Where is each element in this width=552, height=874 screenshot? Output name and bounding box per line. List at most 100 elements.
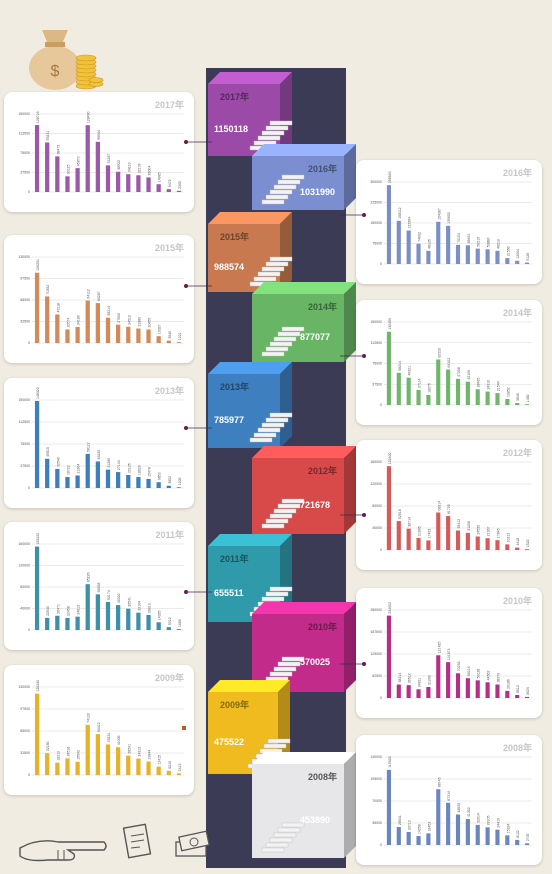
bar — [465, 381, 470, 405]
chart-title: 2017年 — [155, 99, 184, 110]
y-tick-label: 112500 — [19, 420, 30, 424]
step-total-label: 721678 — [300, 500, 330, 510]
bar — [446, 516, 451, 550]
step-block-5: 2012年 721678 — [252, 446, 356, 534]
bar — [85, 453, 90, 488]
bar — [166, 189, 171, 192]
stair-step — [269, 837, 293, 843]
bar — [65, 617, 70, 630]
stair-step — [277, 331, 301, 337]
stair-step — [261, 422, 285, 428]
data-label: 21367 — [487, 526, 491, 536]
bar — [34, 400, 40, 488]
block-top — [252, 602, 356, 614]
data-label: 51287 — [107, 154, 111, 164]
stair-step — [249, 437, 273, 443]
data-label: 28012 — [148, 603, 152, 613]
data-label: 20574 — [66, 318, 70, 328]
step-total-label: 877077 — [300, 332, 330, 342]
data-label: 60287 — [97, 291, 101, 301]
bar — [126, 608, 131, 630]
y-tick-label: 80000 — [372, 504, 382, 508]
data-label: 15478 — [148, 467, 152, 477]
y-tick-label: 97500 — [20, 707, 30, 711]
bar — [446, 225, 451, 264]
data-label: 15324 — [506, 824, 510, 834]
data-label: 27144 — [117, 460, 121, 470]
bar — [416, 389, 421, 405]
chart-title: 2008年 — [503, 742, 532, 753]
bar — [146, 177, 151, 192]
bar — [475, 680, 480, 698]
bar — [65, 758, 70, 775]
block-top — [208, 362, 292, 374]
data-label: 49815 — [46, 447, 50, 457]
bar — [75, 327, 80, 343]
bar — [34, 125, 40, 192]
bar — [386, 615, 392, 698]
bar — [485, 827, 490, 845]
y-tick-label: 0 — [28, 773, 30, 777]
y-tick-label: 75000 — [372, 242, 382, 246]
data-label: 14258 — [418, 824, 422, 834]
step-total-label: 1150118 — [214, 124, 248, 134]
data-label: 52174 — [107, 590, 111, 600]
step-year-label: 2015年 — [220, 231, 249, 242]
data-label: 122364 — [408, 217, 412, 229]
stair-step — [261, 847, 285, 853]
bar — [465, 819, 470, 845]
bar — [55, 468, 60, 488]
data-label: 21550 — [506, 246, 510, 256]
data-label: 60412 — [97, 722, 101, 732]
y-tick-label: 112500 — [19, 132, 30, 136]
chart-2016-panel: 2016年 0 75000 150000 225000 300000 288540 15811… — [356, 160, 542, 284]
data-label: 17433 — [427, 529, 431, 539]
chart-2017: 2017年 0 37500 75000 112500 150000 128716 95231 6… — [18, 99, 184, 194]
pointing-hand-icon — [19, 840, 107, 862]
bar — [176, 342, 182, 343]
data-label: 3640 — [516, 393, 520, 401]
data-label: 31280 — [107, 458, 111, 468]
bar — [524, 549, 530, 550]
y-tick-label: 0 — [380, 262, 382, 266]
data-label: 24512 — [127, 315, 131, 325]
chart-title: 2015年 — [155, 242, 184, 253]
chart-2010: 2010年 0 62500 125000 187500 250000 234002 38214… — [370, 595, 532, 700]
bar — [156, 184, 161, 192]
y-tick-label: 37500 — [20, 464, 30, 468]
chart-2013-panel: 2013年 0 37500 75000 112500 150000 148320 49815 3… — [4, 378, 194, 508]
data-label: 158112 — [398, 207, 402, 218]
bar — [475, 248, 480, 264]
data-label: 70253 — [457, 661, 461, 671]
data-label: 53880 — [487, 237, 491, 247]
block-top — [252, 752, 356, 764]
bar — [495, 684, 500, 698]
money-bag-icon: $ — [29, 30, 104, 90]
data-label: 155222 — [36, 533, 40, 545]
bar — [446, 662, 451, 698]
step-total-label: 988574 — [214, 262, 244, 272]
data-label: 42106 — [467, 370, 471, 380]
data-label: 38714 — [408, 517, 412, 527]
chart-title: 2009年 — [155, 672, 184, 683]
stair-step — [265, 125, 289, 131]
data-label: 2413 — [178, 764, 182, 772]
data-label: 28435 — [477, 377, 481, 387]
stair-step — [269, 256, 293, 262]
bar — [524, 843, 530, 845]
data-label: 38214 — [398, 673, 402, 683]
chart-title: 2011年 — [155, 529, 184, 540]
stair-step — [281, 822, 305, 828]
step-total-label: 655511 — [214, 588, 244, 598]
stair-step — [269, 412, 293, 418]
bar — [95, 303, 100, 343]
data-label: 21880 — [137, 317, 141, 327]
chart-2014-panel: 2014年 0 37500 75000 112500 150000 132450 58214 4… — [356, 300, 542, 425]
bar — [166, 770, 171, 775]
data-label: 82316 — [437, 348, 441, 358]
data-label: 18212 — [56, 751, 60, 761]
y-tick-label: 65000 — [20, 298, 30, 302]
bar — [45, 142, 50, 192]
bar — [146, 614, 151, 630]
y-tick-label: 130000 — [18, 255, 30, 259]
